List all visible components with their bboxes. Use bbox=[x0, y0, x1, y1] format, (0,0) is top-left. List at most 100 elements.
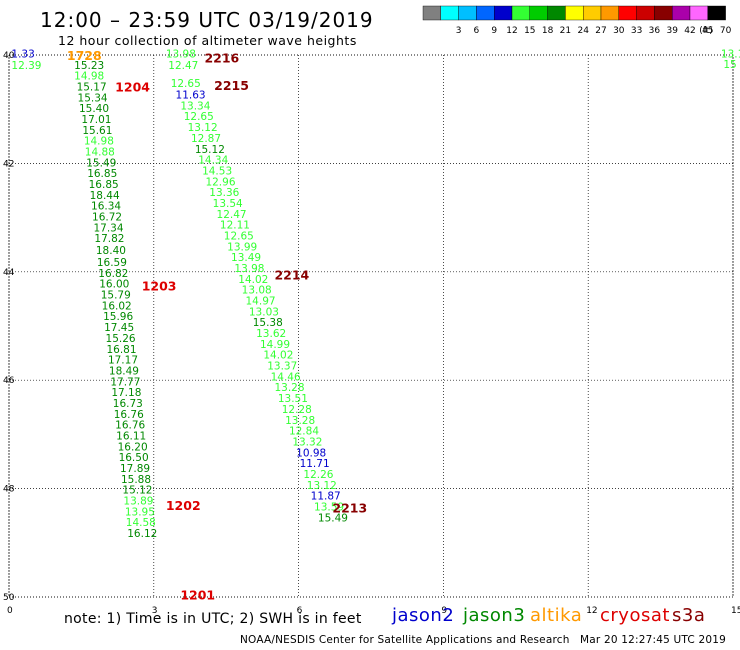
y-tick-label: 48 bbox=[3, 485, 15, 495]
wave-height-value: 15.17 bbox=[77, 81, 107, 93]
wave-height-value: 13.89 bbox=[123, 496, 153, 508]
wave-height-value: 13.54 bbox=[213, 198, 243, 210]
wave-height-value: 13.08 bbox=[242, 285, 272, 297]
wave-height-value: 17.34 bbox=[93, 222, 123, 234]
legend-tick-label: 15 bbox=[524, 26, 535, 36]
wave-height-value: 16.59 bbox=[97, 257, 127, 269]
wave-height-value: 12.47 bbox=[217, 209, 247, 221]
wave-height-value: 13.1 bbox=[721, 48, 740, 60]
wave-height-value: 18.49 bbox=[109, 365, 139, 377]
note-text: note: 1) Time is in UTC; 2) SWH is in fe… bbox=[64, 611, 362, 627]
wave-height-value: 13.12 bbox=[307, 480, 337, 492]
wave-height-value: 16.82 bbox=[98, 268, 128, 280]
wave-height-value: 15.96 bbox=[103, 311, 133, 323]
wave-height-value: 12.65 bbox=[184, 111, 214, 123]
x-tick-label: 15 bbox=[731, 606, 740, 616]
satellite-s3a-label: s3a bbox=[672, 605, 706, 626]
pass-time-label: 2213 bbox=[332, 501, 367, 516]
legend-tick-label: 24 bbox=[577, 26, 589, 36]
x-tick-label: 0 bbox=[7, 606, 13, 616]
wave-height-value: 13.98 bbox=[234, 263, 264, 275]
wave-height-value: 13.62 bbox=[256, 328, 286, 340]
wave-height-value: 17.18 bbox=[111, 387, 141, 399]
legend-tick-label: 33 bbox=[631, 26, 642, 36]
legend-unit: (ft) bbox=[699, 26, 713, 36]
wave-height-value: 16.12 bbox=[127, 528, 157, 540]
wave-height-value: 14.02 bbox=[238, 274, 268, 286]
y-tick-label: 40 bbox=[3, 51, 15, 61]
legend-tick-label: 70 bbox=[720, 26, 732, 36]
wave-height-value: 16.20 bbox=[118, 441, 148, 453]
wave-height-value: 10.98 bbox=[296, 447, 326, 459]
y-tick-label: 44 bbox=[3, 268, 15, 278]
legend-tick-label: 18 bbox=[542, 26, 554, 36]
wave-height-value: 14.98 bbox=[74, 71, 104, 83]
wave-height-value: 11.71 bbox=[300, 458, 330, 470]
wave-height-value: 13.95 bbox=[125, 506, 155, 518]
legend-swatch bbox=[707, 5, 726, 21]
wave-height-value: 14.58 bbox=[126, 517, 156, 529]
legend-tick-label: 30 bbox=[613, 26, 625, 36]
satellite-cryosat-label: cryosat bbox=[600, 605, 670, 626]
wave-height-value: 15.38 bbox=[253, 317, 283, 329]
wave-height-value: 12.84 bbox=[289, 426, 319, 438]
pass-time-label: 1204 bbox=[115, 79, 150, 94]
wave-height-value: 12.65 bbox=[224, 230, 254, 242]
wave-height-value: 16.50 bbox=[119, 452, 149, 464]
x-tick-label: 12 bbox=[586, 606, 597, 616]
satellite-altika-label: altika bbox=[530, 605, 583, 626]
x-tick-label: 3 bbox=[152, 606, 158, 616]
legend-tick-label: 45 bbox=[702, 26, 713, 36]
wave-height-value: 15 bbox=[723, 59, 736, 71]
wave-height-value: 15.26 bbox=[106, 333, 136, 345]
wave-height-value: 15.23 bbox=[74, 60, 104, 72]
pass-time-label: 1201 bbox=[180, 587, 215, 602]
map-title: 12:00 – 23:59 UTC 03/19/2019 bbox=[40, 8, 374, 32]
wave-height-value: 12.47 bbox=[168, 60, 198, 72]
wave-height-value: 17.89 bbox=[120, 463, 150, 475]
legend-tick-label: 21 bbox=[560, 26, 571, 36]
footer-timestamp: Mar 20 12:27:45 UTC 2019 bbox=[580, 634, 727, 646]
wave-height-value: 16.73 bbox=[113, 398, 143, 410]
wave-height-value: 14.02 bbox=[263, 350, 293, 362]
wave-height-value: 13.34 bbox=[180, 100, 210, 112]
wave-height-value: 16.02 bbox=[102, 300, 132, 312]
wave-height-value: 15.34 bbox=[78, 92, 108, 104]
y-tick-label: 46 bbox=[3, 376, 15, 386]
wave-height-value: 16.72 bbox=[92, 212, 122, 224]
pass-time-label: 2215 bbox=[214, 78, 249, 93]
wave-height-value: 12.26 bbox=[303, 469, 333, 481]
wave-height-value: 1.33 bbox=[11, 48, 34, 60]
wave-height-value: 12.65 bbox=[171, 78, 201, 90]
wave-height-value: 13.28 bbox=[274, 382, 304, 394]
y-tick-label: 50 bbox=[3, 593, 15, 603]
wave-height-value: 17.82 bbox=[94, 233, 124, 245]
wave-height-value: 15.61 bbox=[82, 125, 112, 137]
pass-time-label: 1203 bbox=[142, 278, 177, 293]
wave-height-value: 12.11 bbox=[220, 220, 250, 232]
wave-height-value: 13.37 bbox=[267, 361, 297, 373]
wave-height-value: 18.40 bbox=[96, 245, 126, 257]
x-tick-label: 9 bbox=[441, 606, 447, 616]
footer-credit: NOAA/NESDIS Center for Satellite Applica… bbox=[240, 634, 570, 646]
wave-height-value: 17.45 bbox=[104, 322, 134, 334]
wave-height-value: 13.32 bbox=[292, 436, 322, 448]
pass-time-label: 1202 bbox=[166, 498, 201, 513]
satellite-jason2-label: jason2 bbox=[392, 605, 455, 626]
legend-tick-label: 27 bbox=[595, 26, 606, 36]
wave-height-value: 13.49 bbox=[231, 252, 261, 264]
y-tick-label: 42 bbox=[3, 159, 14, 169]
wave-height-value: 13.99 bbox=[227, 241, 257, 253]
wave-height-value: 13.28 bbox=[285, 415, 315, 427]
wave-height-value: 16.81 bbox=[106, 344, 136, 356]
pass-time-label: 1728 bbox=[67, 48, 102, 63]
wave-height-value: 13.36 bbox=[209, 187, 239, 199]
wave-height-value: 15.12 bbox=[122, 485, 152, 497]
legend-tick-label: 39 bbox=[666, 26, 678, 36]
wave-height-value: 14.98 bbox=[84, 136, 114, 148]
wave-height-value: 14.46 bbox=[271, 371, 301, 383]
wave-height-value: 12.28 bbox=[282, 404, 312, 416]
wave-height-value: 16.76 bbox=[115, 420, 145, 432]
wave-height-value: 12.87 bbox=[191, 133, 221, 145]
wave-height-value: 14.99 bbox=[260, 339, 290, 351]
